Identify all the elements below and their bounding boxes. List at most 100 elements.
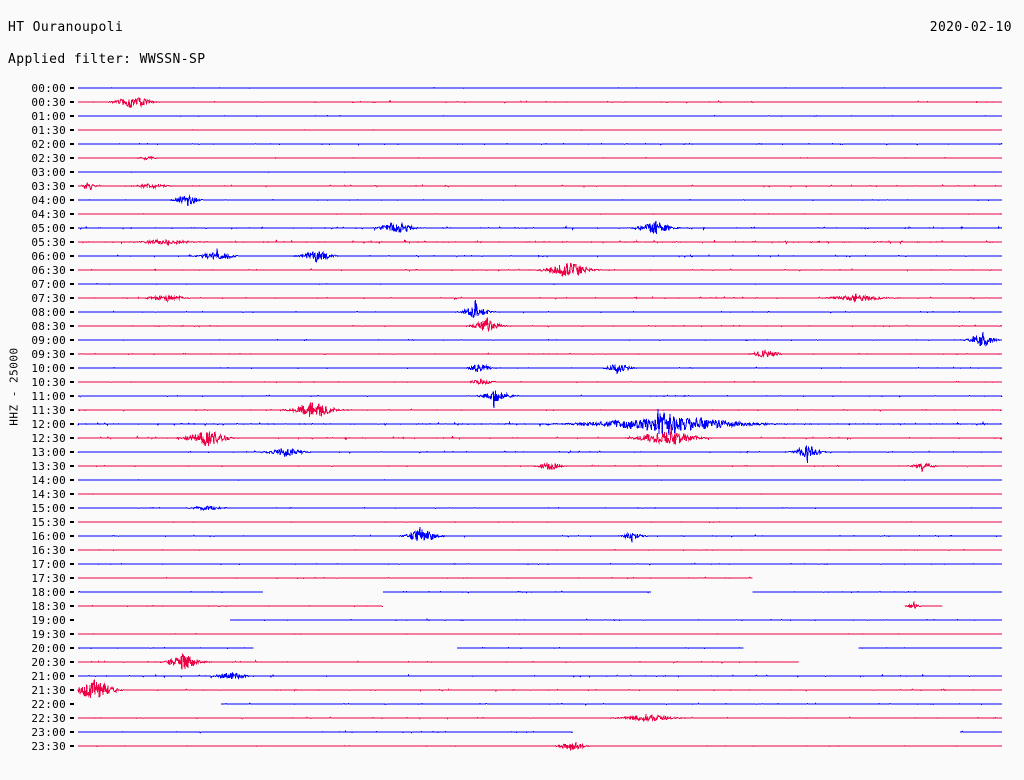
- time-label: 02:30: [31, 152, 66, 165]
- axis-tick: [70, 283, 74, 285]
- time-label: 08:30: [31, 320, 66, 333]
- seismic-trace: [77, 363, 1003, 374]
- time-label: 05:00: [31, 222, 66, 235]
- time-label: 16:00: [31, 530, 66, 543]
- axis-tick: [70, 549, 74, 551]
- seismic-trace: [77, 672, 1002, 681]
- axis-tick: [70, 143, 74, 145]
- seismic-trace: [77, 493, 1003, 495]
- time-label: 07:30: [31, 292, 66, 305]
- seismic-trace: [77, 730, 573, 734]
- time-label: 18:30: [31, 600, 66, 613]
- time-label: 15:00: [31, 502, 66, 515]
- axis-tick: [70, 465, 74, 467]
- seismic-trace: [77, 142, 1003, 146]
- seismic-trace: [77, 212, 1003, 215]
- seismic-trace: [77, 521, 1003, 524]
- seismic-trace: [77, 155, 1003, 161]
- axis-tick: [70, 451, 74, 453]
- seismic-trace: [77, 194, 1003, 207]
- time-label: 12:30: [31, 432, 66, 445]
- seismic-trace: [77, 317, 1002, 333]
- time-label: 15:30: [31, 516, 66, 529]
- time-label: 06:00: [31, 250, 66, 263]
- seismic-trace: [77, 97, 1003, 109]
- time-label: 13:00: [31, 446, 66, 459]
- time-label: 14:00: [31, 474, 66, 487]
- seismic-trace: [77, 576, 753, 580]
- axis-tick: [70, 255, 74, 257]
- seismic-trace: [77, 426, 1003, 447]
- time-label: 17:30: [31, 572, 66, 585]
- axis-tick: [70, 87, 74, 89]
- seismic-trace: [77, 548, 1003, 552]
- axis-tick: [70, 717, 74, 719]
- time-label: 18:00: [31, 586, 66, 599]
- time-label: 00:30: [31, 96, 66, 109]
- seismic-trace: [77, 282, 1003, 286]
- time-label: 09:00: [31, 334, 66, 347]
- axis-tick: [70, 633, 74, 635]
- seismic-trace: [77, 527, 1003, 543]
- time-label: 11:30: [31, 404, 66, 417]
- seismic-trace: [752, 590, 1003, 594]
- seismic-trace: [77, 445, 1003, 464]
- seismic-trace: [77, 87, 1003, 89]
- axis-tick: [70, 591, 74, 593]
- time-label: 08:00: [31, 306, 66, 319]
- axis-tick: [70, 689, 74, 691]
- seismic-trace: [77, 633, 1003, 635]
- time-label: 23:00: [31, 726, 66, 739]
- axis-tick: [70, 311, 74, 313]
- axis-tick: [70, 577, 74, 579]
- seismic-trace: [77, 332, 1003, 347]
- axis-tick: [70, 269, 74, 271]
- seismic-trace: [77, 604, 384, 608]
- axis-tick: [70, 745, 74, 747]
- time-label: 09:30: [31, 348, 66, 361]
- time-label: 01:30: [31, 124, 66, 137]
- axis-tick: [70, 703, 74, 705]
- time-label: 19:00: [31, 614, 66, 627]
- time-label: 11:00: [31, 390, 66, 403]
- time-label: 13:30: [31, 460, 66, 473]
- axis-tick: [70, 493, 74, 495]
- time-label: 02:00: [31, 138, 66, 151]
- axis-tick: [70, 437, 74, 439]
- station-title: HT Ouranoupoli: [8, 20, 124, 35]
- seismic-trace: [77, 742, 1003, 751]
- time-label: 07:00: [31, 278, 66, 291]
- seismic-trace: [858, 647, 1003, 649]
- time-label: 06:30: [31, 264, 66, 277]
- seismic-trace: [456, 646, 744, 650]
- axis-tick: [70, 647, 74, 649]
- axis-tick: [70, 423, 74, 425]
- axis-tick: [70, 563, 74, 565]
- time-label: 22:30: [31, 712, 66, 725]
- seismic-trace: [77, 129, 1003, 131]
- time-label: 14:30: [31, 488, 66, 501]
- time-label: 10:00: [31, 362, 66, 375]
- axis-tick: [70, 367, 74, 369]
- axis-tick: [70, 325, 74, 327]
- time-label: 20:30: [31, 656, 66, 669]
- axis-tick: [70, 661, 74, 663]
- seismic-trace: [77, 478, 1003, 481]
- seismic-trace: [220, 702, 1003, 706]
- seismic-trace: [77, 590, 263, 594]
- helicorder-plot: 00:00 00:30 01:00 01:30 02:00 02:30 03:00 03:30…: [0, 82, 1024, 772]
- axis-tick: [70, 381, 74, 383]
- seismic-trace: [77, 505, 1003, 511]
- date-label: 2020-02-10: [929, 20, 1012, 35]
- seismic-trace: [904, 601, 943, 609]
- seismic-trace: [77, 408, 1003, 436]
- axis-tick: [70, 675, 74, 677]
- axis-tick: [70, 115, 74, 117]
- time-label: 21:30: [31, 684, 66, 697]
- time-label: 21:00: [31, 670, 66, 683]
- axis-tick: [70, 521, 74, 523]
- axis-tick: [70, 353, 74, 355]
- time-label: 01:00: [31, 110, 66, 123]
- axis-tick: [70, 731, 74, 733]
